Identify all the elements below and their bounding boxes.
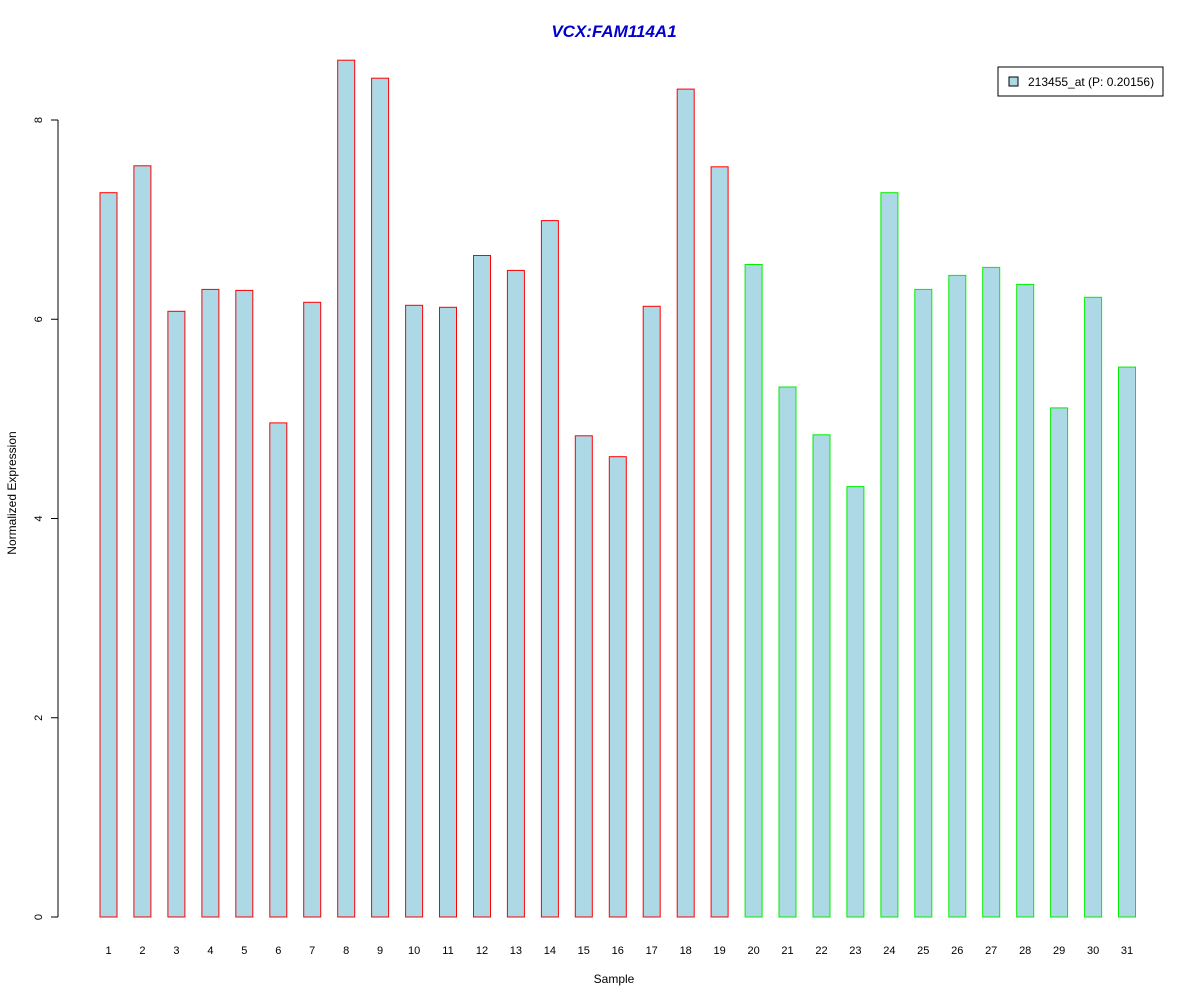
y-tick-label: 4 — [33, 515, 45, 521]
bar-sample-9 — [371, 77, 390, 918]
bars-group — [99, 59, 1136, 918]
x-tick-label: 11 — [442, 945, 453, 957]
x-tick-label: 4 — [207, 945, 213, 957]
bar-sample-27 — [982, 266, 1001, 918]
chart-title: VCX:FAM114A1 — [551, 22, 676, 41]
bar-sample-11 — [439, 306, 457, 918]
bar-sample-16 — [608, 456, 627, 918]
x-tick-label: 3 — [173, 945, 179, 957]
bar-sample-21 — [778, 386, 797, 918]
x-tick-label: 16 — [612, 945, 624, 957]
legend-swatch — [1008, 76, 1019, 87]
bar-sample-25 — [914, 288, 933, 918]
x-axis-tick-labels: 1 2 3 4 5 6 7 8 9 10 11 12 13 14 15 16 17 18 19 20 21 22 23 24 2… — [105, 945, 1133, 957]
x-tick-label: 30 — [1087, 945, 1099, 957]
y-axis-label: Normalized Expression — [5, 431, 19, 554]
x-tick-label: 29 — [1053, 945, 1065, 957]
x-tick-label: 31 — [1121, 945, 1133, 957]
bar-sample-6 — [269, 422, 288, 918]
x-axis-label: Sample — [594, 972, 635, 986]
bar-sample-7 — [303, 301, 322, 918]
bar-sample-12 — [473, 255, 491, 918]
x-tick-label: 2 — [139, 945, 145, 957]
x-tick-label: 19 — [713, 945, 725, 957]
legend-label: 213455_at (P: 0.20156) — [1028, 75, 1154, 89]
bar-sample-19 — [710, 166, 729, 918]
x-tick-label: 23 — [849, 945, 861, 957]
bar-sample-22 — [812, 434, 831, 918]
bar-sample-3 — [167, 310, 186, 918]
y-tick-label: 2 — [33, 715, 45, 721]
bar-sample-30 — [1084, 296, 1103, 918]
x-tick-label: 10 — [408, 945, 420, 957]
bar-sample-13 — [506, 269, 525, 918]
x-tick-label: 26 — [951, 945, 963, 957]
bar-sample-31 — [1118, 366, 1136, 918]
x-tick-label: 18 — [680, 945, 692, 957]
x-tick-label: 22 — [815, 945, 827, 957]
y-axis: 0 2 4 6 8 — [33, 117, 59, 920]
bar-sample-4 — [201, 288, 220, 918]
x-tick-label: 14 — [544, 945, 556, 957]
bar-sample-1 — [99, 192, 118, 918]
bar-sample-8 — [337, 59, 356, 918]
x-tick-label: 15 — [578, 945, 590, 957]
bar-sample-15 — [574, 435, 593, 918]
legend: 213455_at (P: 0.20156) — [997, 66, 1164, 97]
y-tick-label: 0 — [33, 914, 45, 920]
bar-sample-10 — [405, 304, 424, 918]
x-tick-label: 9 — [377, 945, 383, 957]
x-tick-label: 1 — [105, 945, 111, 957]
bar-sample-14 — [540, 220, 559, 918]
bar-sample-29 — [1050, 407, 1069, 918]
y-tick-label: 6 — [33, 316, 45, 322]
x-tick-label: 12 — [476, 945, 488, 957]
x-tick-label: 17 — [646, 945, 658, 957]
legend-box — [997, 66, 1164, 97]
bar-sample-23 — [846, 486, 865, 918]
x-tick-label: 6 — [275, 945, 281, 957]
x-tick-label: 21 — [781, 945, 793, 957]
x-tick-label: 20 — [747, 945, 759, 957]
x-tick-label: 5 — [241, 945, 247, 957]
x-tick-label: 24 — [883, 945, 895, 957]
x-tick-label: 25 — [917, 945, 929, 957]
x-tick-label: 27 — [985, 945, 997, 957]
bar-sample-17 — [642, 305, 661, 918]
bar-sample-18 — [676, 88, 695, 918]
x-tick-label: 7 — [309, 945, 315, 957]
bar-sample-20 — [744, 264, 763, 918]
bar-sample-5 — [235, 289, 254, 918]
y-tick-label: 8 — [33, 117, 45, 123]
x-tick-label: 28 — [1019, 945, 1031, 957]
bar-sample-2 — [133, 165, 152, 918]
bar-sample-24 — [880, 192, 899, 918]
x-tick-label: 13 — [510, 945, 522, 957]
bar-sample-26 — [948, 274, 967, 918]
bar-sample-28 — [1016, 283, 1035, 918]
x-tick-label: 8 — [343, 945, 349, 957]
